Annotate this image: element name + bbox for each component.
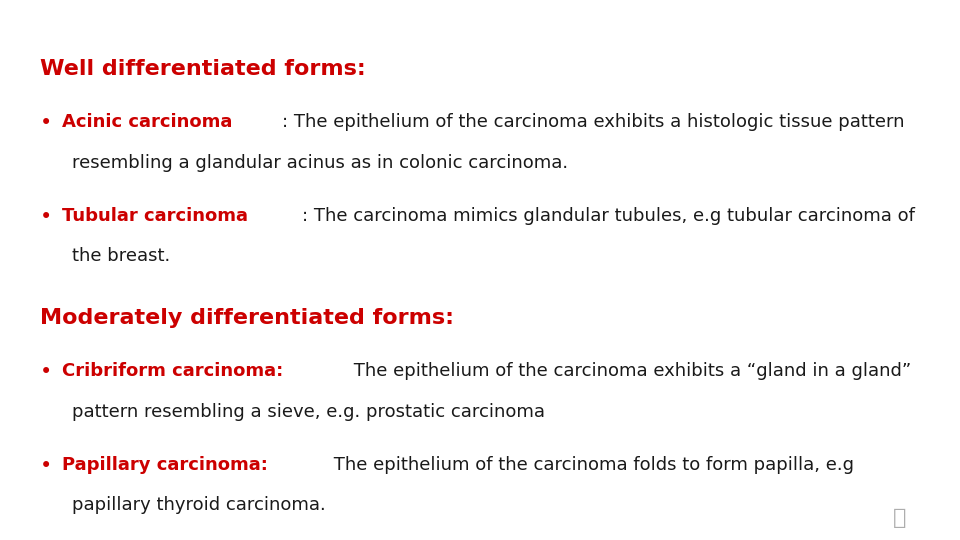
Text: Well differentiated forms:: Well differentiated forms:	[40, 59, 366, 79]
Text: : The epithelium of the carcinoma exhibits a histologic tissue pattern: : The epithelium of the carcinoma exhibi…	[282, 113, 904, 131]
Text: resembling a glandular acinus as in colonic carcinoma.: resembling a glandular acinus as in colo…	[72, 154, 568, 172]
Text: •: •	[40, 456, 53, 476]
Text: •: •	[40, 113, 53, 133]
Text: The epithelium of the carcinoma folds to form papilla, e.g: The epithelium of the carcinoma folds to…	[328, 456, 854, 474]
Text: 🔈: 🔈	[893, 508, 906, 528]
Text: Moderately differentiated forms:: Moderately differentiated forms:	[40, 308, 454, 328]
Text: •: •	[40, 362, 53, 382]
Text: Cribriform carcinoma:: Cribriform carcinoma:	[62, 362, 283, 381]
Text: •: •	[40, 206, 53, 227]
Text: Papillary carcinoma:: Papillary carcinoma:	[62, 456, 268, 474]
Text: the breast.: the breast.	[72, 247, 170, 265]
Text: pattern resembling a sieve, e.g. prostatic carcinoma: pattern resembling a sieve, e.g. prostat…	[72, 403, 545, 421]
Text: papillary thyroid carcinoma.: papillary thyroid carcinoma.	[72, 496, 325, 514]
Text: : The carcinoma mimics glandular tubules, e.g tubular carcinoma of: : The carcinoma mimics glandular tubules…	[302, 206, 915, 225]
Text: The epithelium of the carcinoma exhibits a “gland in a gland”: The epithelium of the carcinoma exhibits…	[348, 362, 911, 381]
Text: Tubular carcinoma: Tubular carcinoma	[62, 206, 249, 225]
Text: Acinic carcinoma: Acinic carcinoma	[62, 113, 232, 131]
